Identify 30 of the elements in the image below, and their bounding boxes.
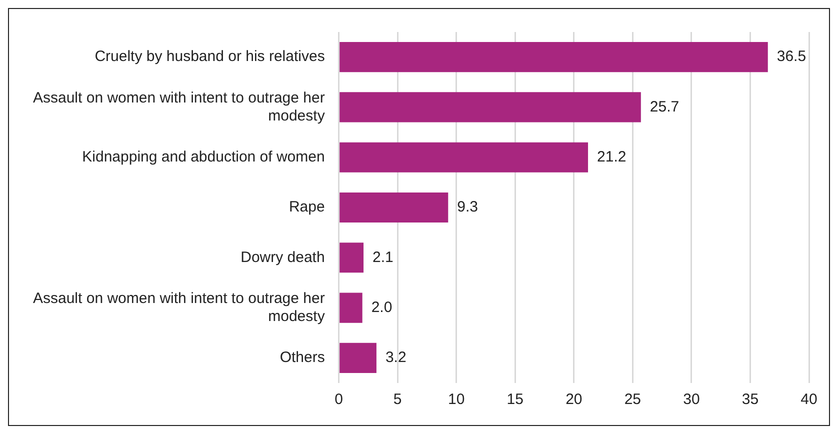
bar <box>340 342 376 373</box>
x-tick-label: 15 <box>506 391 524 408</box>
bar <box>340 142 588 172</box>
y-tick-label: Rape <box>288 198 325 216</box>
data-label: 21.2 <box>597 148 626 166</box>
x-tick-label: 30 <box>683 391 700 408</box>
x-tick-label: 5 <box>393 391 402 408</box>
data-label: 3.2 <box>385 349 406 366</box>
y-tick-label: Kidnapping and abduction of women <box>82 148 325 166</box>
x-tick-label: 10 <box>448 391 465 408</box>
x-tick-label: 40 <box>800 391 818 408</box>
data-label: 25.7 <box>650 98 680 116</box>
bar <box>340 242 364 273</box>
y-tick-label: Others <box>280 349 325 366</box>
bar <box>340 92 641 122</box>
data-label: 9.3 <box>457 198 478 216</box>
bar <box>340 42 768 72</box>
data-label: 36.5 <box>776 48 806 66</box>
bar <box>340 292 362 323</box>
x-tick-label: 20 <box>566 391 582 408</box>
y-tick-label: Cruelty by husband or his relatives <box>94 48 325 66</box>
y-tick-label: Dowry death <box>240 248 325 266</box>
bar <box>340 192 448 223</box>
data-label: 2.1 <box>372 248 394 266</box>
y-tick-label: Assault on women with intent to outrage her modesty <box>32 290 326 325</box>
data-label: 2.0 <box>371 298 392 316</box>
x-tick-label: 0 <box>334 391 344 408</box>
x-tick-label: 25 <box>624 391 642 408</box>
x-tick-label: 35 <box>742 391 759 408</box>
y-tick-label: Assault on women with intent to outrage her modesty <box>32 89 326 124</box>
